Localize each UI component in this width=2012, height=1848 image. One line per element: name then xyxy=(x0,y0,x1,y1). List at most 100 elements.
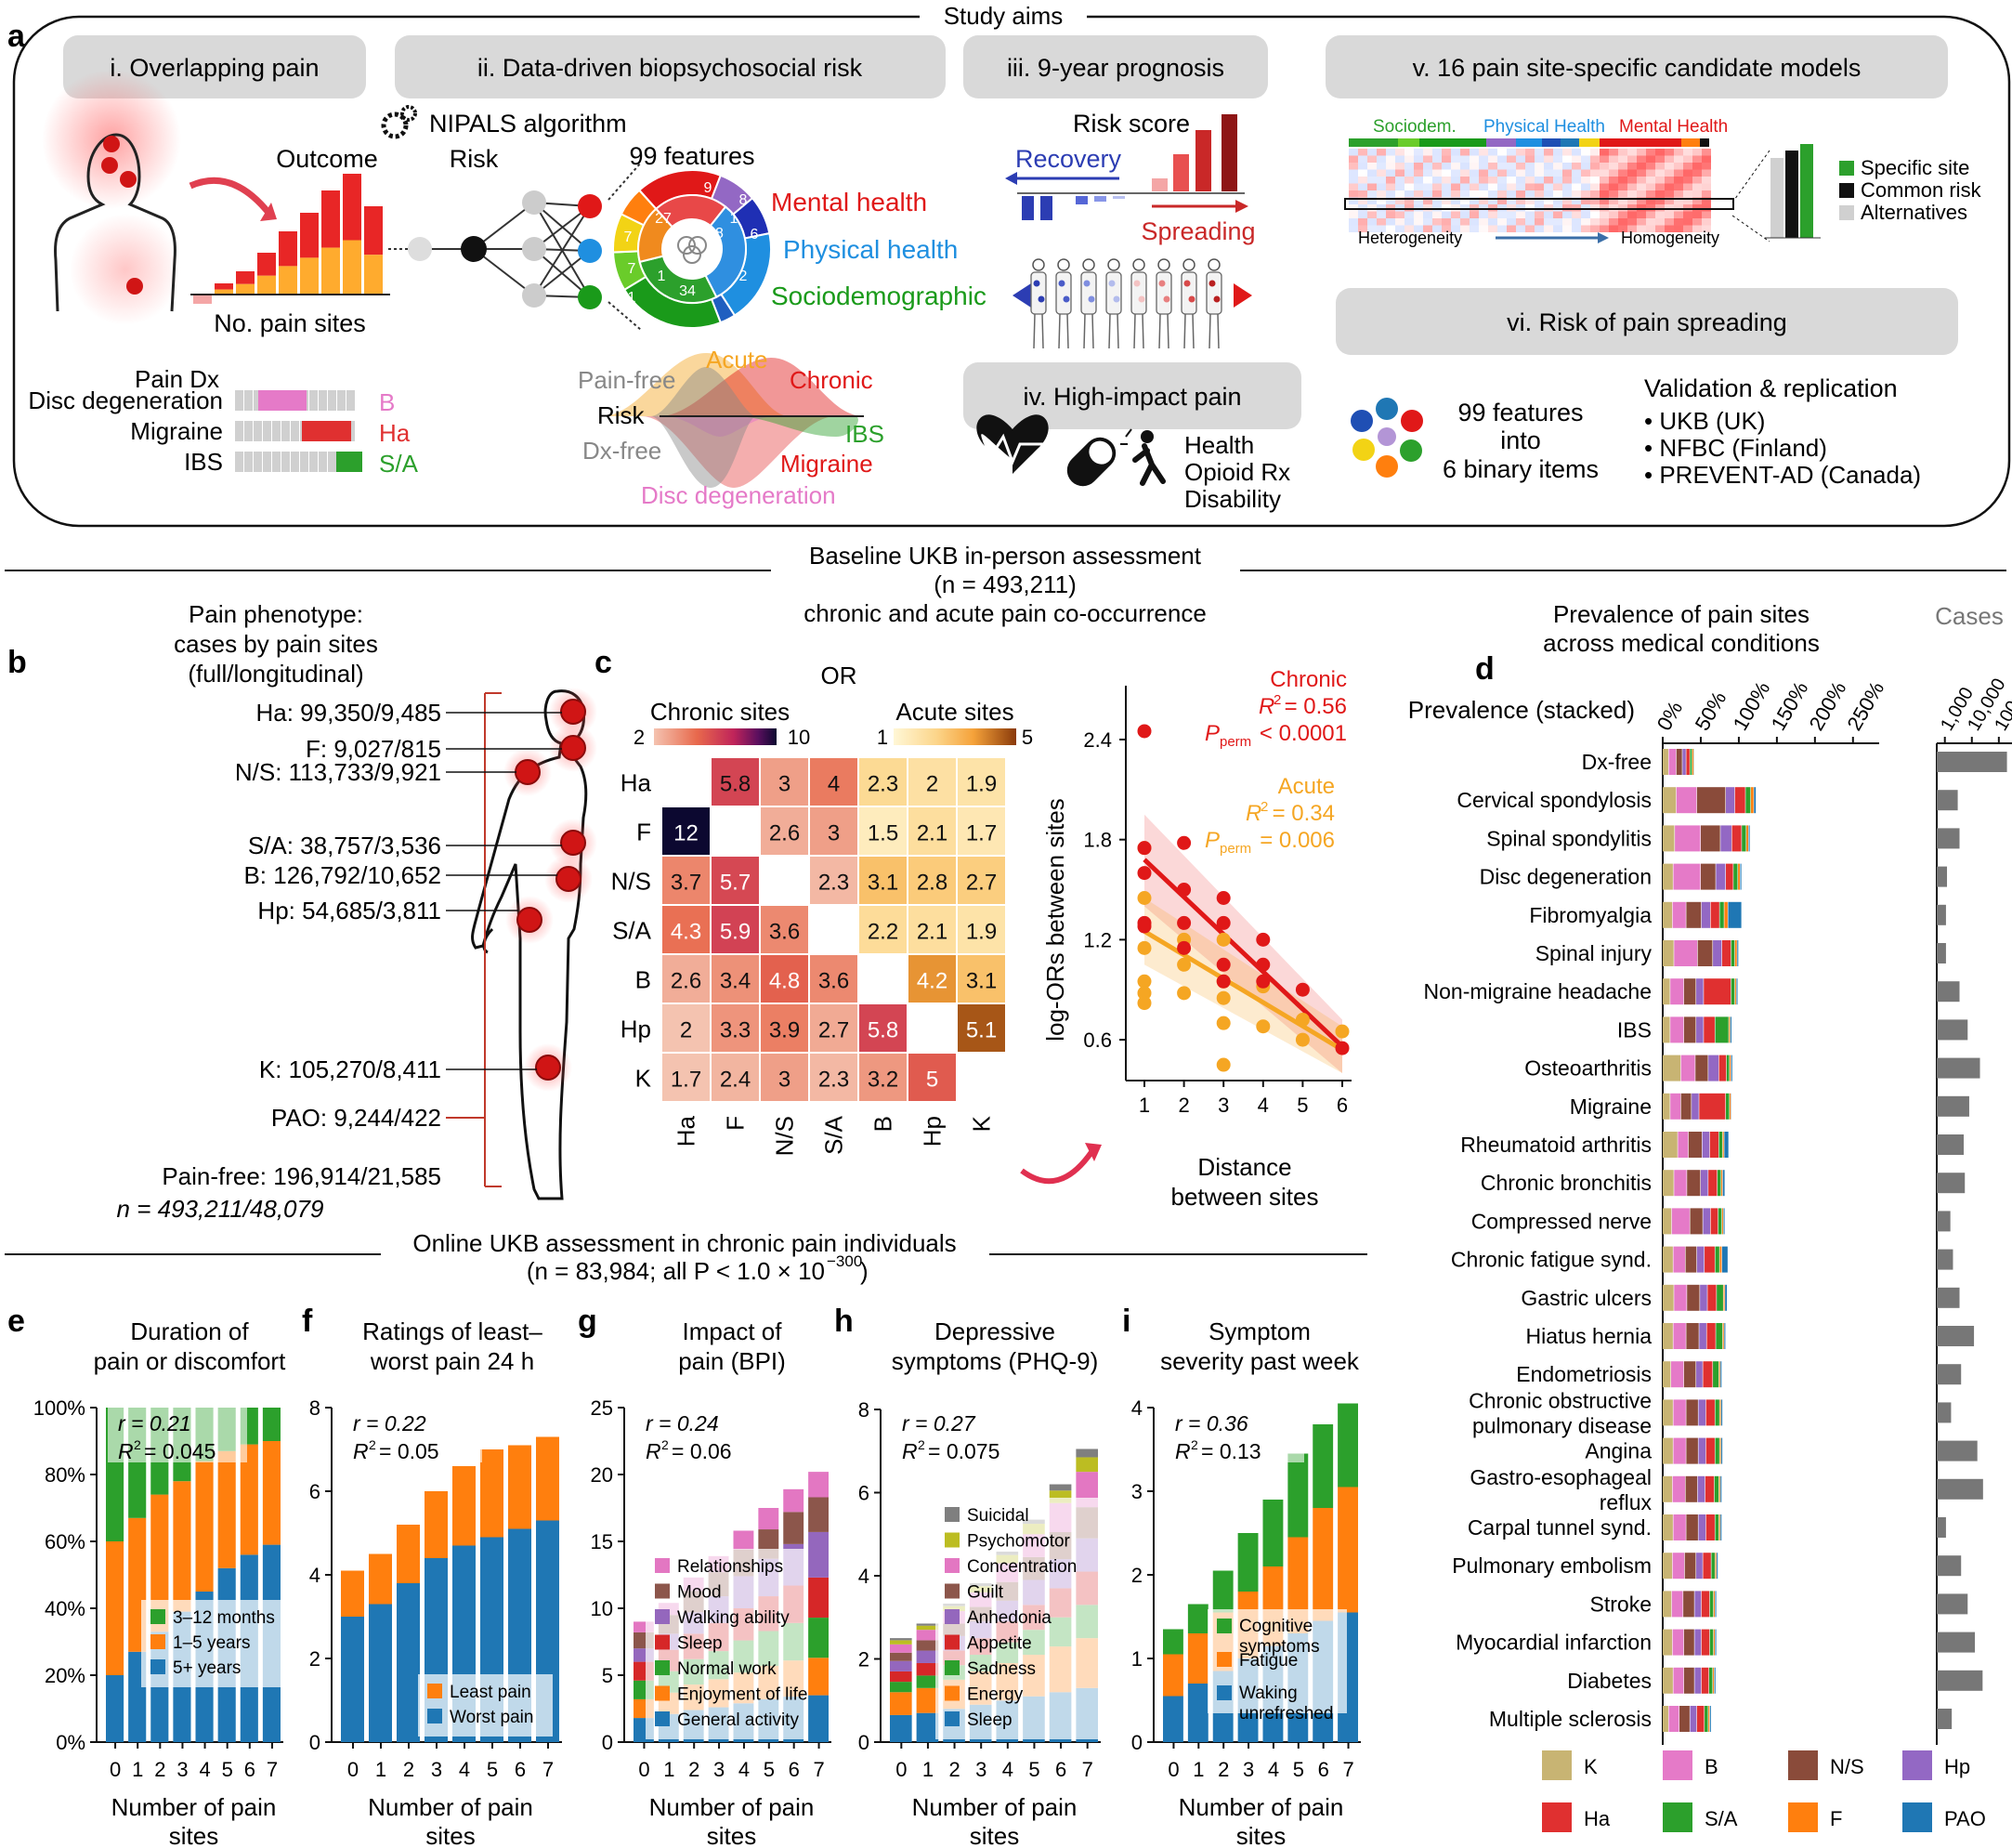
or-cell xyxy=(761,955,808,1003)
bar-segment xyxy=(808,1472,829,1498)
heatmap-cell xyxy=(1479,155,1488,163)
condition-label: Multiple sclerosis xyxy=(1489,1707,1652,1731)
legend-swatch xyxy=(945,1532,960,1548)
prognosis-body-dot xyxy=(1133,280,1141,287)
heatmap-cell xyxy=(1470,149,1479,156)
heatmap-cell xyxy=(1488,149,1497,156)
or-cell-value: 3.9 xyxy=(769,1018,800,1043)
prevalence-segment xyxy=(1722,1323,1724,1349)
heatmap-cell xyxy=(1442,190,1451,198)
heatmap-cell xyxy=(1600,225,1609,232)
scatter-y-tick-label: 1.2 xyxy=(1083,928,1112,951)
dx-row-cell xyxy=(254,421,262,441)
acute-point xyxy=(1295,1013,1310,1028)
scatter-y-label: log-ORs between sites xyxy=(1041,798,1069,1042)
legend-background xyxy=(646,1549,808,1739)
heatmap-cell xyxy=(1423,155,1432,163)
binary-items-icon xyxy=(1351,398,1423,478)
prognosis-body xyxy=(1130,271,1147,315)
outcome-bar-red xyxy=(300,213,319,258)
heatmap-cell xyxy=(1581,204,1590,212)
heatmap-cell xyxy=(1572,155,1581,163)
heatmap-cell xyxy=(1553,163,1562,170)
bar-segment xyxy=(758,1508,779,1530)
heatmap-cell xyxy=(1665,225,1674,232)
condition-label: Diabetes xyxy=(1567,1669,1652,1693)
prevalence-segment xyxy=(1709,1629,1714,1656)
prevalence-segment xyxy=(1704,978,1731,1005)
legend-swatch-common xyxy=(1839,183,1854,198)
heatmap-cell xyxy=(1470,183,1479,190)
bar-segment xyxy=(240,1444,258,1555)
acute-p-sub: perm xyxy=(1220,841,1251,857)
outcome-label: Outcome xyxy=(276,145,378,173)
or-cell xyxy=(810,807,857,855)
y-tick-label: 1 xyxy=(1131,1647,1143,1671)
heatmap-cell xyxy=(1674,183,1683,190)
heatmap-cell xyxy=(1600,155,1609,163)
legend-label: Waking xyxy=(1239,1684,1298,1703)
heatmap-cell xyxy=(1702,183,1711,190)
heatmap-cell xyxy=(1665,218,1674,226)
condition-label: Disc degeneration xyxy=(1480,865,1652,889)
heatmap-cell xyxy=(1488,177,1497,184)
prognosis-body-dot xyxy=(1163,295,1170,303)
heatmap-cell xyxy=(1386,183,1395,190)
x-tick-label: 1 xyxy=(132,1758,143,1781)
heatmap-cell xyxy=(1655,218,1665,226)
x-axis-label: Number of pain xyxy=(1179,1793,1344,1821)
prevalence-segment xyxy=(1723,1208,1725,1235)
dx-row-code: Ha xyxy=(379,419,411,447)
heatmap-cell xyxy=(1432,190,1442,198)
heatmap-cell xyxy=(1646,218,1655,226)
prevalence-segment xyxy=(1736,978,1738,1005)
heatmap-cell xyxy=(1386,197,1395,204)
panel-d-xtick-label: 50% xyxy=(1691,688,1731,735)
or-cell xyxy=(761,1004,808,1052)
heatmap-cell xyxy=(1562,183,1572,190)
heatmap-cell xyxy=(1432,169,1442,177)
chronic-point xyxy=(1177,915,1192,930)
outcome-bar-orange xyxy=(236,283,255,295)
legend-specific-site: Specific site xyxy=(1861,156,1969,179)
or-cell xyxy=(859,758,907,806)
prognosis-body-head xyxy=(1082,258,1095,271)
prevalence-segment xyxy=(1675,825,1701,852)
heatmap-cell xyxy=(1451,204,1460,212)
bar-segment xyxy=(1163,1654,1183,1697)
prevalence-segment xyxy=(1731,978,1735,1005)
heatmap-cell xyxy=(1637,183,1646,190)
prognosis-body-leg xyxy=(1041,313,1044,349)
prevalence-segment xyxy=(1696,1706,1705,1732)
heatmap-cell xyxy=(1609,169,1618,177)
prevalence-segment xyxy=(1663,1284,1674,1311)
or-cell-value: 3 xyxy=(828,821,840,846)
legend-swatch xyxy=(1788,1802,1818,1832)
dx-row-code: B xyxy=(379,388,395,416)
donut-number: 27 xyxy=(655,211,672,227)
heatmap-cell xyxy=(1702,190,1711,198)
prevalence-segment xyxy=(1754,787,1757,814)
cases-bar xyxy=(1937,1632,1976,1653)
panel-d-xtick-label: 200% xyxy=(1805,677,1851,734)
prognosis-body xyxy=(1105,271,1122,315)
prognosis-body-dot xyxy=(1113,295,1120,303)
heatmap-cell xyxy=(1674,225,1683,232)
bar-segment xyxy=(916,1623,939,1626)
cases-bar xyxy=(1937,1249,1953,1270)
heatmap-cell xyxy=(1451,163,1460,170)
heatmap-cell xyxy=(1544,218,1553,226)
heatmap-cell xyxy=(1451,218,1460,226)
legend-label: Guilt xyxy=(967,1583,1004,1603)
heatmap-cell xyxy=(1414,197,1423,204)
chart-title: pain (BPI) xyxy=(678,1347,786,1375)
prevalence-segment xyxy=(1672,1629,1684,1656)
stat-r2: = 0.06 xyxy=(672,1439,732,1463)
cases-bar xyxy=(1937,1670,1983,1691)
bar-segment xyxy=(890,1692,912,1715)
prognosis-body-leg xyxy=(1133,313,1136,349)
prevalence-segment xyxy=(1672,1475,1685,1502)
heatmap-cell xyxy=(1414,155,1423,163)
heatmap-cell xyxy=(1507,225,1516,232)
